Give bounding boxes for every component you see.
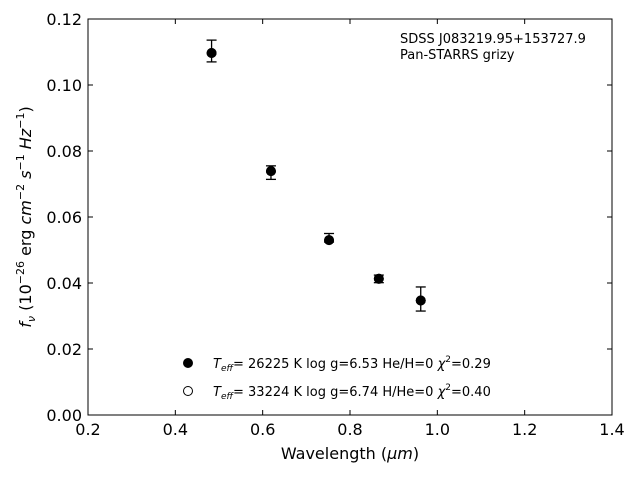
model-filled-point <box>373 273 384 284</box>
y-label-erg: erg <box>16 225 35 261</box>
x-tick-label: 0.2 <box>75 420 100 439</box>
y-tick-label: 0.02 <box>46 340 82 359</box>
y-label-exp3: −1 <box>14 154 27 170</box>
photometry-label: Pan-STARRS grizy <box>400 48 515 63</box>
y-tick-label: 0.00 <box>46 406 82 425</box>
data-points <box>206 39 426 312</box>
y-label-hz: Hz <box>16 128 35 154</box>
x-tick-label: 1.0 <box>425 420 450 439</box>
legend-marker-filled <box>183 358 193 368</box>
y-tick-label: 0.08 <box>46 142 82 161</box>
x-tick-label: 1.2 <box>512 420 537 439</box>
y-axis-label: fν (10−26 erg cm−2 s−1 Hz−1) <box>14 106 38 327</box>
legend-text-1: = 26225 K log g=6.53 He/H=0 <box>233 357 438 372</box>
axis-ticks <box>87 18 613 416</box>
legend-entry-1: Teff= 26225 K log g=6.53 He/H=0 χ2=0.29 <box>213 355 491 374</box>
y-label-close: ) <box>16 106 35 112</box>
y-label-cm: cm <box>16 200 35 224</box>
y-tick-label: 0.10 <box>46 76 82 95</box>
y-label-open: (10 <box>16 284 35 316</box>
legend-chi-exp-2: 2 <box>445 383 451 393</box>
legend-chi-exp-1: 2 <box>445 355 451 365</box>
legend-teff-symbol-2: T <box>213 385 222 400</box>
legend-chi-value-2: =0.40 <box>451 385 491 400</box>
legend-teff-sub-1: eff <box>221 364 235 374</box>
legend-chi-value-1: =0.29 <box>451 357 491 372</box>
y-label-f: f <box>16 320 35 328</box>
x-tick-label: 0.4 <box>163 420 188 439</box>
legend-teff-symbol-1: T <box>213 357 222 372</box>
legend-teff-sub-2: eff <box>221 392 235 402</box>
x-tick-label: 0.6 <box>250 420 275 439</box>
tick-labels: 0.2 0.4 0.6 0.8 1.0 1.2 1.4 0.00 0.02 0.04 0.06 0.0… <box>46 10 624 439</box>
x-axis-label-unit: μm <box>386 444 413 463</box>
model-filled-point <box>415 295 426 306</box>
legend-entry-2: Teff= 33224 K log g=6.74 H/He=0 χ2=0.40 <box>213 383 491 402</box>
y-tick-label: 0.06 <box>46 208 82 227</box>
model-filled-point <box>324 235 335 246</box>
x-axis-label-close: ) <box>413 444 419 463</box>
legend: Teff= 26225 K log g=6.53 He/H=0 χ2=0.29 … <box>183 355 491 402</box>
y-tick-label: 0.12 <box>46 10 82 29</box>
x-axis-label: Wavelength (μm) <box>281 444 419 463</box>
y-label-s: s <box>16 171 35 184</box>
x-tick-label: 0.8 <box>337 420 362 439</box>
legend-chi-2: χ <box>437 385 447 400</box>
y-label-exp1: −26 <box>14 261 27 284</box>
model-filled-point <box>265 166 276 177</box>
legend-text-2: = 33224 K log g=6.74 H/He=0 <box>233 385 438 400</box>
legend-marker-open <box>183 386 193 396</box>
legend-chi-1: χ <box>437 357 447 372</box>
y-tick-label: 0.04 <box>46 274 82 293</box>
y-label-exp2: −2 <box>14 184 27 200</box>
plot-area <box>87 18 613 416</box>
y-label-exp4: −1 <box>14 113 27 129</box>
x-tick-label: 1.4 <box>599 420 624 439</box>
model-filled-point <box>206 47 217 58</box>
x-axis-label-main: Wavelength ( <box>281 444 387 463</box>
y-label-nu: ν <box>25 316 38 322</box>
object-name-label: SDSS J083219.95+153727.9 <box>400 32 586 47</box>
